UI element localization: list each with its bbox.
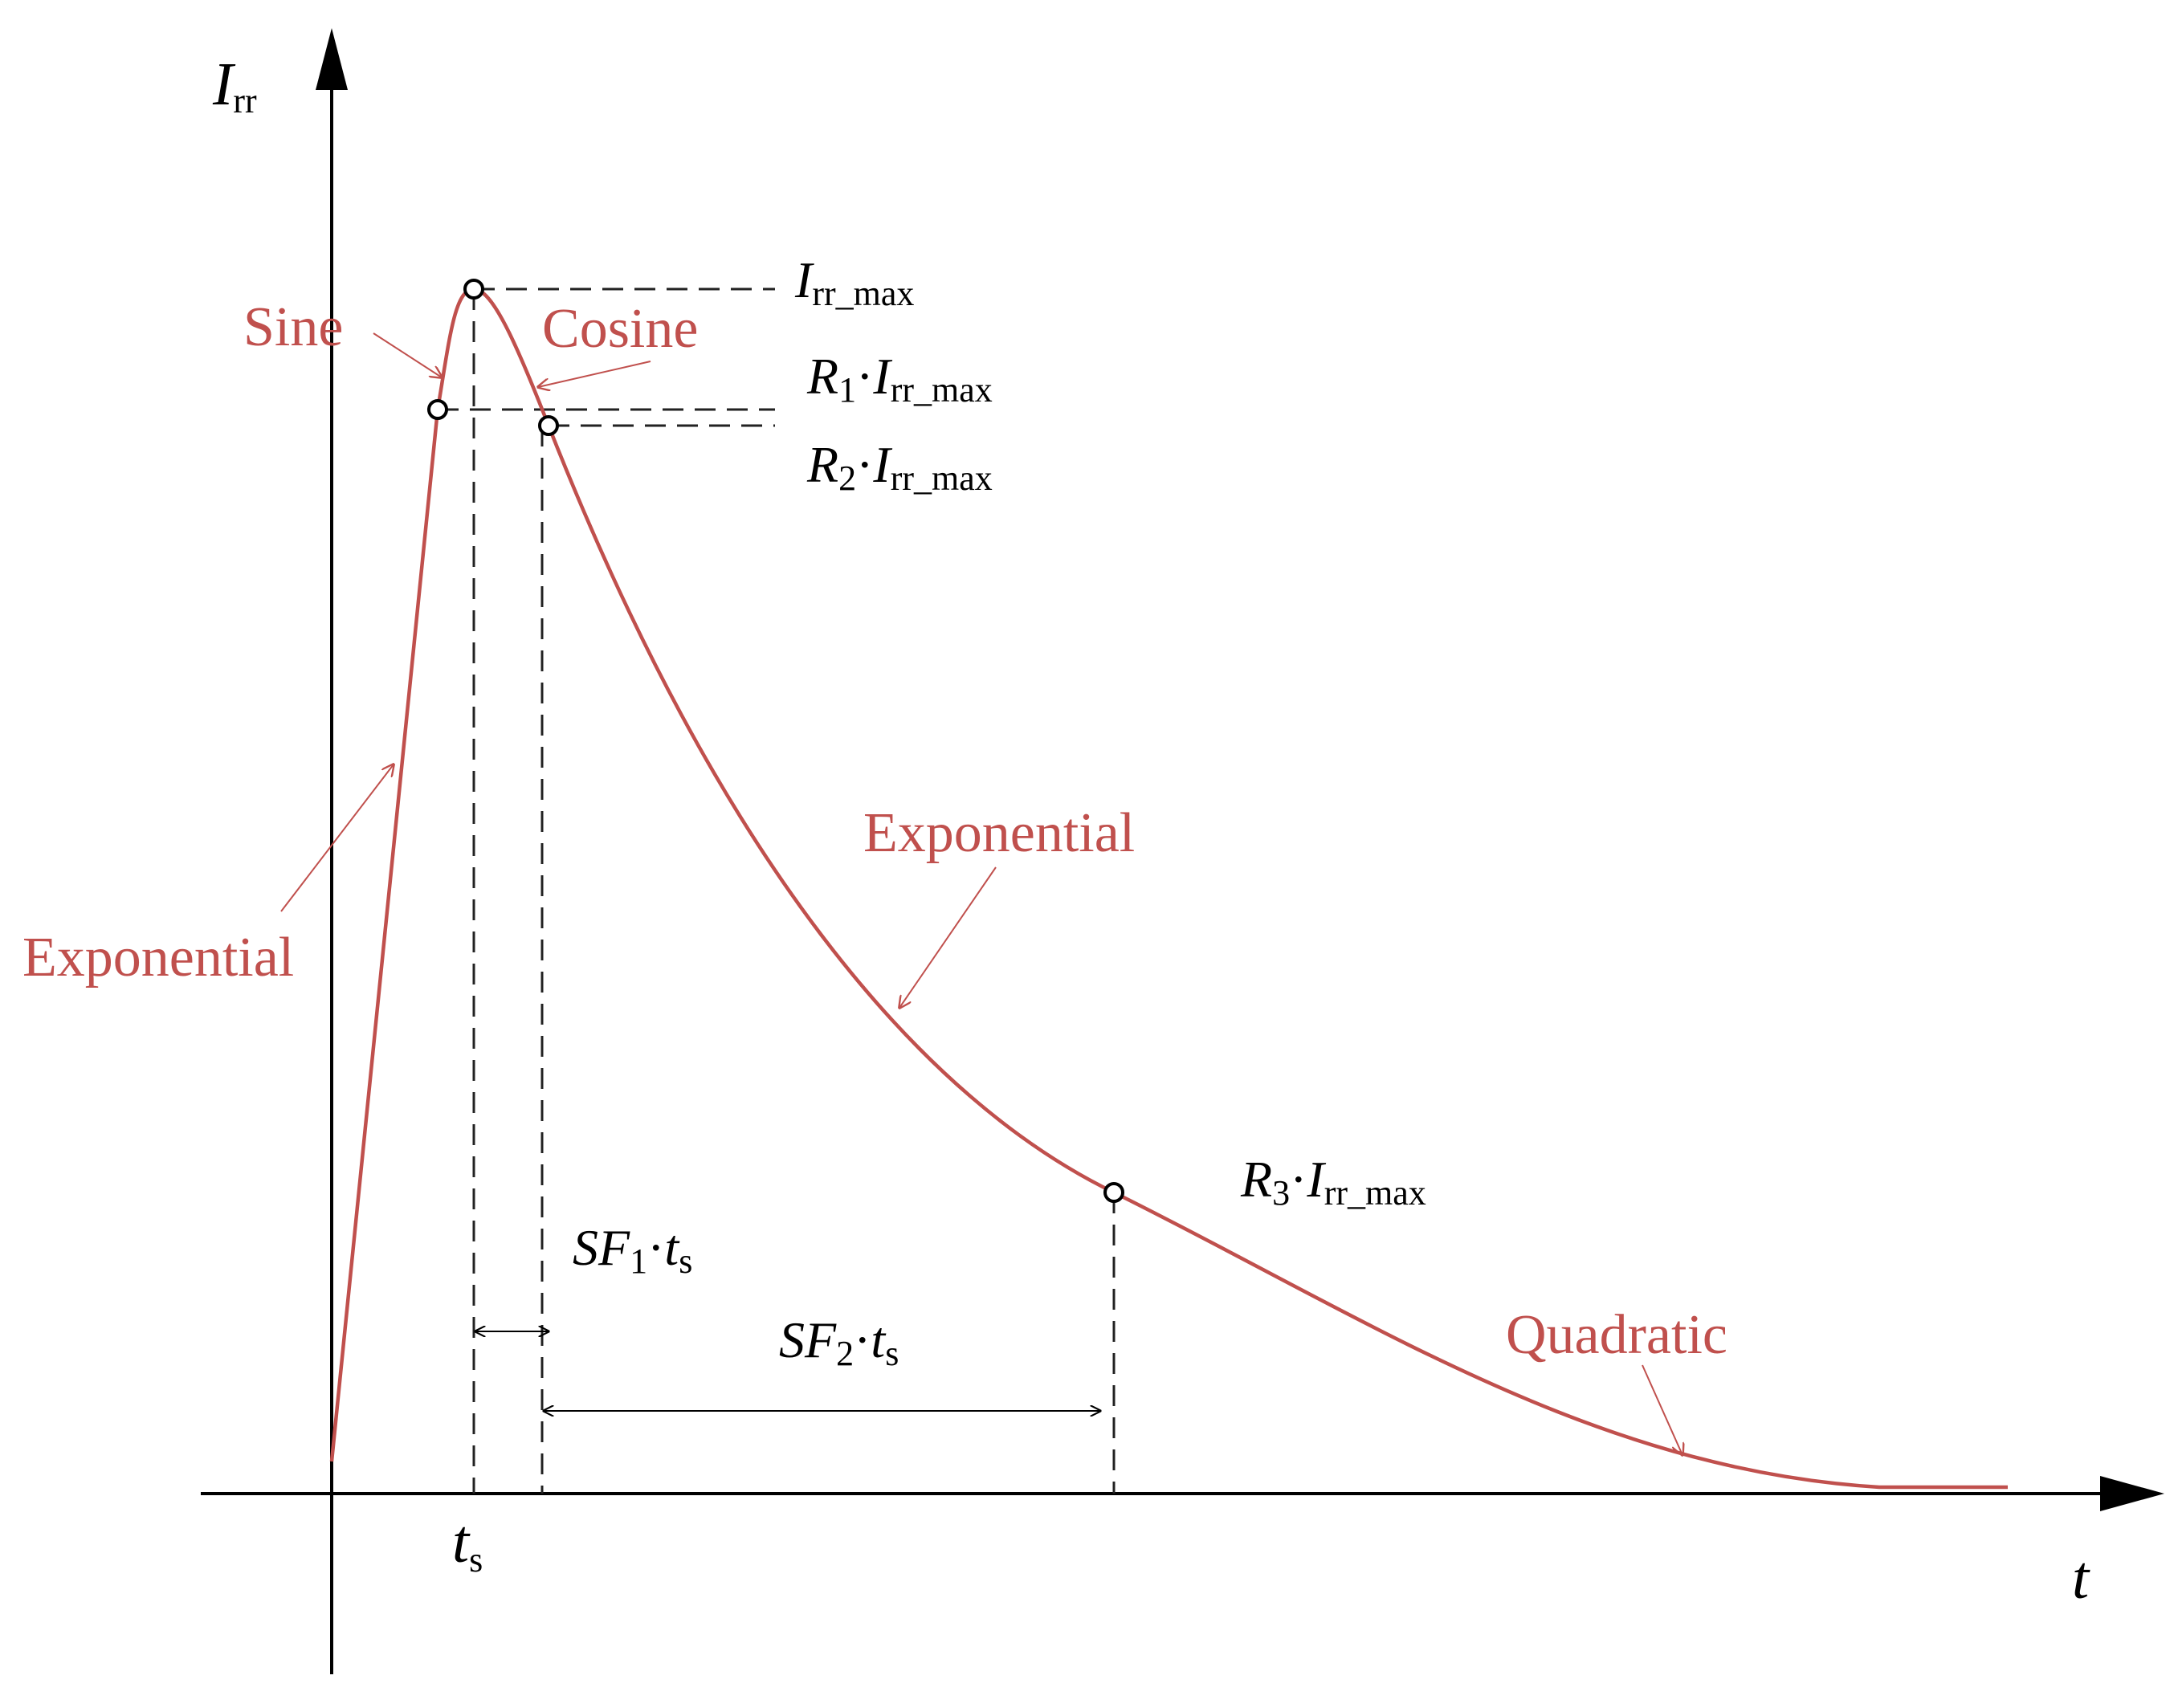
sine-pointer: [373, 332, 442, 377]
x-axis-label: t: [2072, 1544, 2090, 1612]
x-axis-arrowhead: [2100, 1476, 2164, 1511]
exp-rise-label: Exponential: [22, 927, 294, 989]
quadratic-label: Quadratic: [1506, 1304, 1727, 1366]
ts-label: ts: [452, 1508, 483, 1580]
r3-label: R3·Irr_max: [1240, 1151, 1426, 1213]
peak-point: [463, 279, 484, 300]
r2-label: R2·Irr_max: [806, 436, 993, 498]
exp-fall-pointer: [899, 866, 997, 1008]
r1-label: R1·Irr_max: [806, 348, 993, 410]
exp-rise-pointer: [280, 764, 394, 912]
r2-point: [538, 415, 559, 436]
cosine-label: Cosine: [542, 298, 698, 360]
irr-max-label: Irr_max: [794, 251, 914, 313]
exp-fall-label: Exponential: [863, 802, 1135, 864]
reverse-recovery-curve: [329, 287, 2008, 1490]
cosine-pointer: [538, 361, 651, 387]
sf1-label: SF1·ts: [573, 1219, 692, 1281]
sf2-label: SF2·ts: [779, 1311, 899, 1373]
sine-label: Sine: [243, 296, 343, 358]
r3-point: [1103, 1182, 1124, 1203]
y-axis-arrowhead: [316, 28, 348, 90]
r1-point: [427, 399, 448, 420]
quadratic-pointer: [1642, 1364, 1683, 1455]
y-axis-label: Irr: [212, 51, 257, 120]
